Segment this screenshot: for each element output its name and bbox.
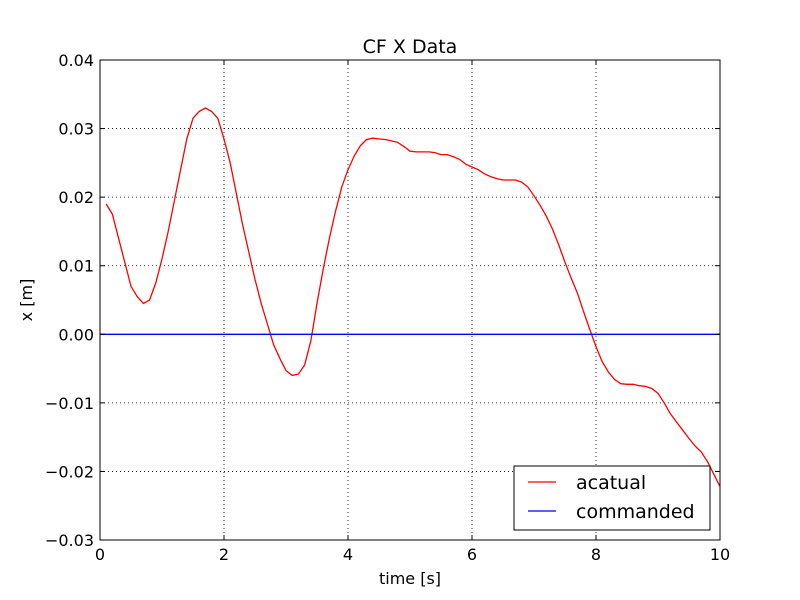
legend-label-commanded: commanded [576, 501, 695, 523]
y-tick-label: 0.03 [58, 120, 94, 139]
y-tick-label: 0.04 [58, 51, 94, 70]
chart-title: CF X Data [363, 36, 458, 58]
series-layer [100, 107, 721, 487]
y-tick-label: −0.02 [45, 462, 94, 481]
x-tick-label: 8 [591, 545, 601, 564]
series-line-acatual [105, 107, 721, 487]
plot-frame [99, 59, 721, 541]
y-tick-label: 0.00 [58, 325, 94, 344]
y-tick-label: 0.01 [58, 257, 94, 276]
legend: acatual commanded [513, 465, 711, 531]
x-tick-label: 4 [343, 545, 353, 564]
x-tick-label: 6 [467, 545, 477, 564]
y-tick-label: −0.01 [45, 394, 94, 413]
y-tick-label: −0.03 [45, 531, 94, 550]
legend-box [513, 465, 711, 531]
y-axis-label: x [m] [17, 279, 36, 322]
x-tick-label: 2 [219, 545, 229, 564]
axis-ticks: 0 2 4 6 8 10 −0.03 −0.02 −0.01 0.00 0.01 0.02 0.03 0.… [45, 51, 730, 564]
x-axis-label: time [s] [379, 569, 441, 588]
x-tick-label: 0 [95, 545, 105, 564]
x-tick-label: 10 [710, 545, 730, 564]
y-tick-label: 0.02 [58, 188, 94, 207]
legend-label-acatual: acatual [576, 472, 646, 494]
